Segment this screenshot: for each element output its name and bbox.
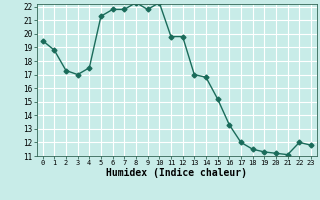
X-axis label: Humidex (Indice chaleur): Humidex (Indice chaleur)	[106, 168, 247, 178]
